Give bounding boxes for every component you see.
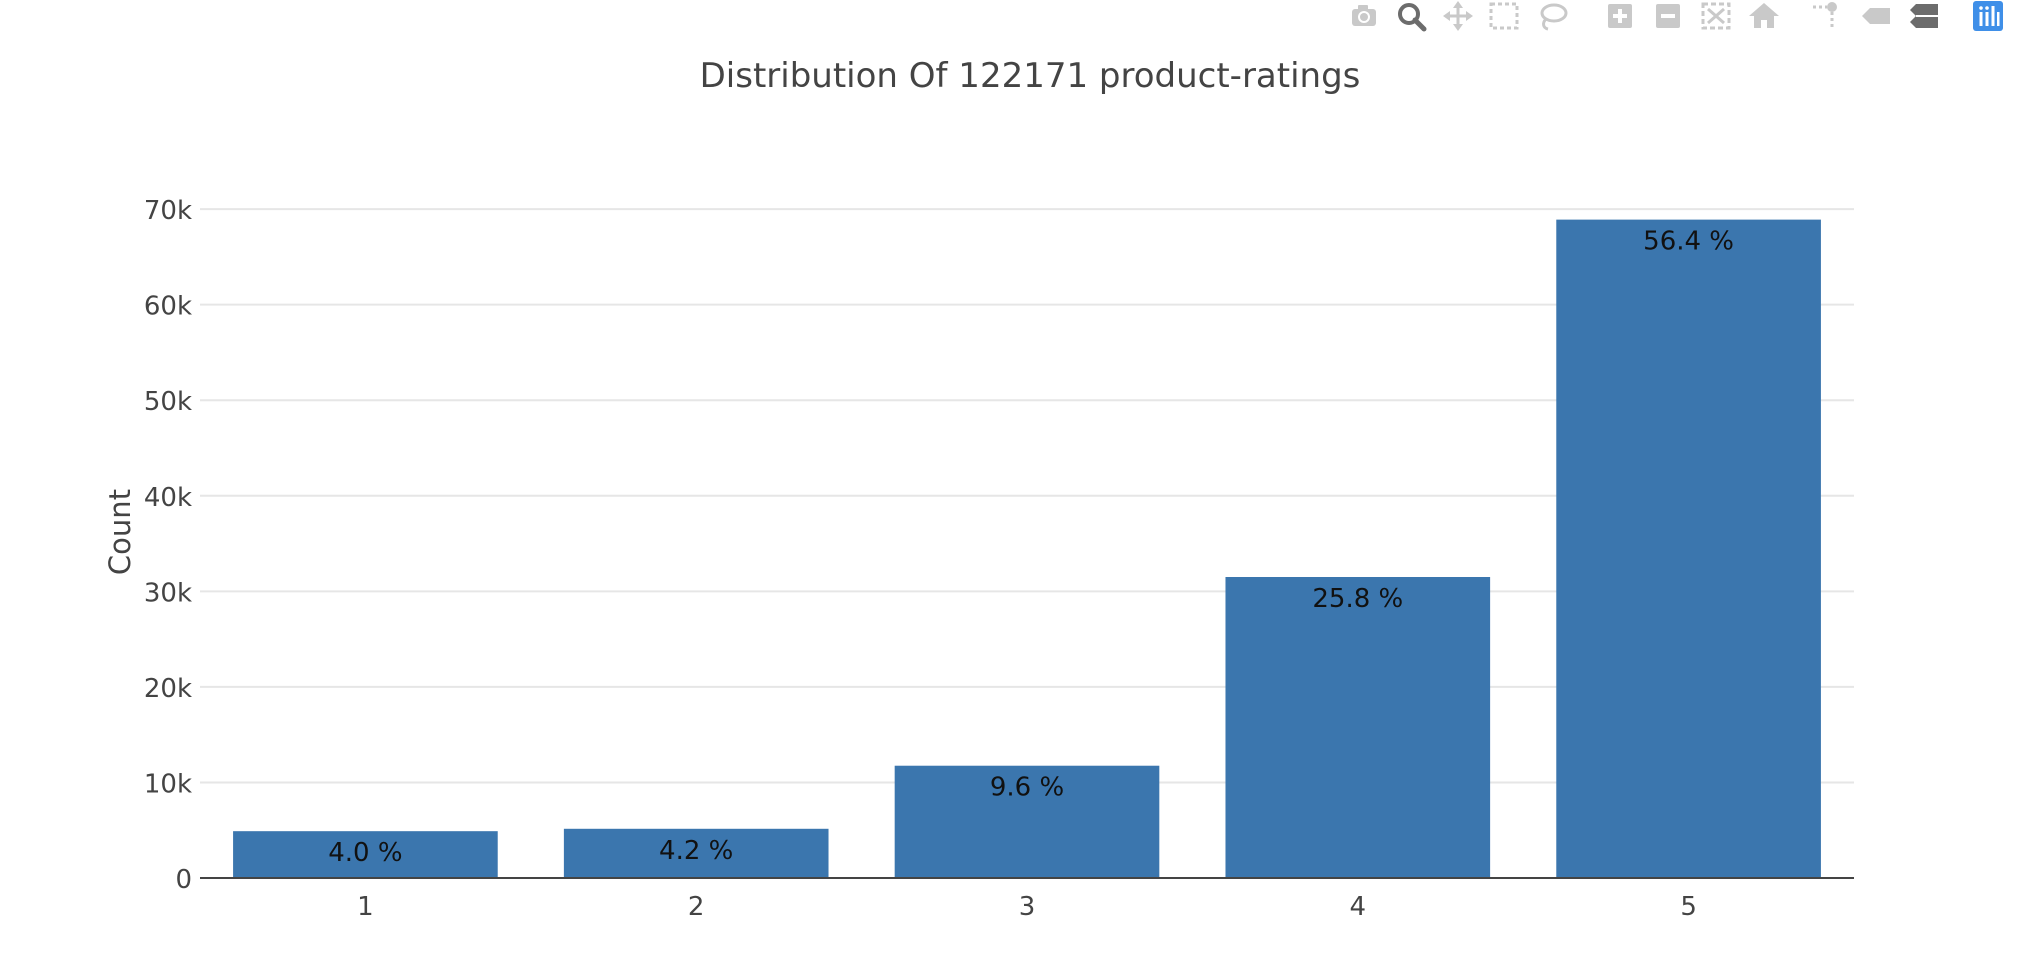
camera-icon[interactable] [1346, 0, 1382, 30]
y-tick-label: 30k [144, 578, 192, 608]
bar[interactable] [1556, 219, 1821, 879]
zoom-in-icon[interactable] [1602, 0, 1638, 30]
y-tick-label: 20k [144, 674, 192, 704]
x-axis-ticks: 1 2 3 4 5 [357, 892, 1697, 922]
bar[interactable] [233, 831, 498, 878]
bar[interactable] [894, 765, 1160, 878]
bar-value-label: 9.6 % [990, 773, 1064, 803]
x-tick-label: 2 [688, 892, 705, 922]
spike-lines-icon[interactable] [1808, 0, 1844, 30]
bar[interactable] [1225, 577, 1491, 878]
x-tick-label: 1 [357, 892, 374, 922]
box-select-icon[interactable] [1486, 0, 1522, 30]
reset-axes-icon[interactable] [1746, 0, 1782, 30]
y-tick-label: 50k [144, 387, 192, 417]
bar-labels: 4.0 % 4.2 % 9.6 % 25.8 % 56.4 % [328, 227, 1734, 869]
bar-value-label: 4.0 % [328, 838, 402, 868]
y-axis-ticks: 0 10k 20k 30k 40k 50k 60k 70k [144, 196, 192, 895]
bar-value-label: 25.8 % [1312, 584, 1403, 614]
x-tick-label: 3 [1019, 892, 1036, 922]
bars [233, 219, 1821, 879]
pan-icon[interactable] [1440, 0, 1476, 31]
y-tick-label: 10k [144, 769, 192, 799]
y-tick-label: 60k [144, 292, 192, 322]
autoscale-icon[interactable] [1698, 0, 1734, 30]
plotly-logo-icon[interactable] [1970, 0, 2006, 31]
bar[interactable] [563, 828, 829, 878]
bar-value-label: 4.2 % [659, 836, 733, 866]
hover-closest-icon[interactable] [1858, 0, 1894, 30]
lasso-select-icon[interactable] [1534, 0, 1570, 31]
zoom-out-icon[interactable] [1650, 0, 1686, 30]
x-tick-label: 4 [1350, 892, 1367, 922]
y-axis-title: Count [103, 489, 137, 575]
zoom-icon[interactable] [1394, 0, 1430, 32]
y-tick-label: 70k [144, 196, 192, 226]
x-tick-label: 5 [1680, 892, 1697, 922]
chart-toolbar [1320, 0, 2020, 34]
bar-value-label: 56.4 % [1643, 227, 1734, 257]
y-tick-label: 0 [175, 865, 192, 895]
y-tick-label: 40k [144, 483, 192, 513]
hover-compare-icon[interactable] [1906, 0, 1942, 30]
chart-title: Distribution Of 122171 product-ratings [700, 56, 1361, 96]
